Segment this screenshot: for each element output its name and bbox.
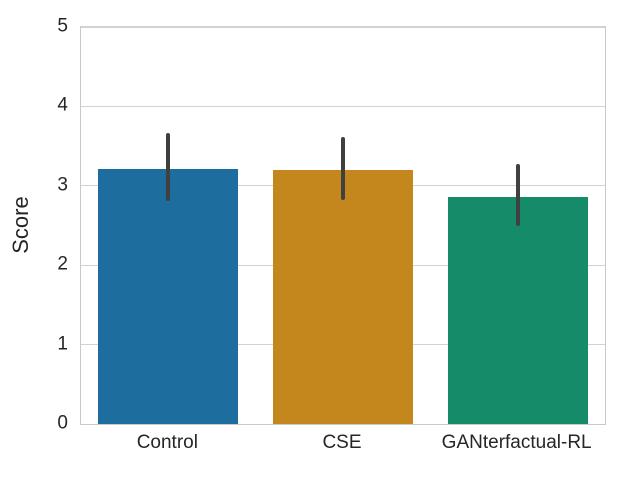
plot-area — [80, 26, 606, 425]
y-tick-label-1: 1 — [57, 333, 68, 355]
y-gridline — [81, 26, 605, 28]
y-tick-label-0: 0 — [57, 412, 68, 434]
x-tick-label-cse: CSE — [322, 432, 362, 453]
error-bar-cse — [341, 136, 345, 201]
y-tick-label-4: 4 — [57, 94, 68, 116]
error-bar-ganterfactual-rl — [515, 164, 520, 227]
bar-ganterfactual-rl — [447, 196, 588, 424]
bar-cse — [273, 169, 413, 424]
error-bar-control — [166, 133, 171, 201]
y-tick-label-5: 5 — [57, 15, 68, 37]
x-tick-label-ganterfactual-rl: GANterfactual-RL — [441, 432, 592, 453]
y-axis-label-text: Score — [8, 196, 33, 254]
y-tick-label-2: 2 — [57, 253, 68, 275]
y-tick-label-3: 3 — [57, 174, 68, 196]
y-gridline — [81, 105, 605, 108]
bar-control — [98, 169, 239, 424]
x-tick-label-control: Control — [136, 432, 198, 453]
